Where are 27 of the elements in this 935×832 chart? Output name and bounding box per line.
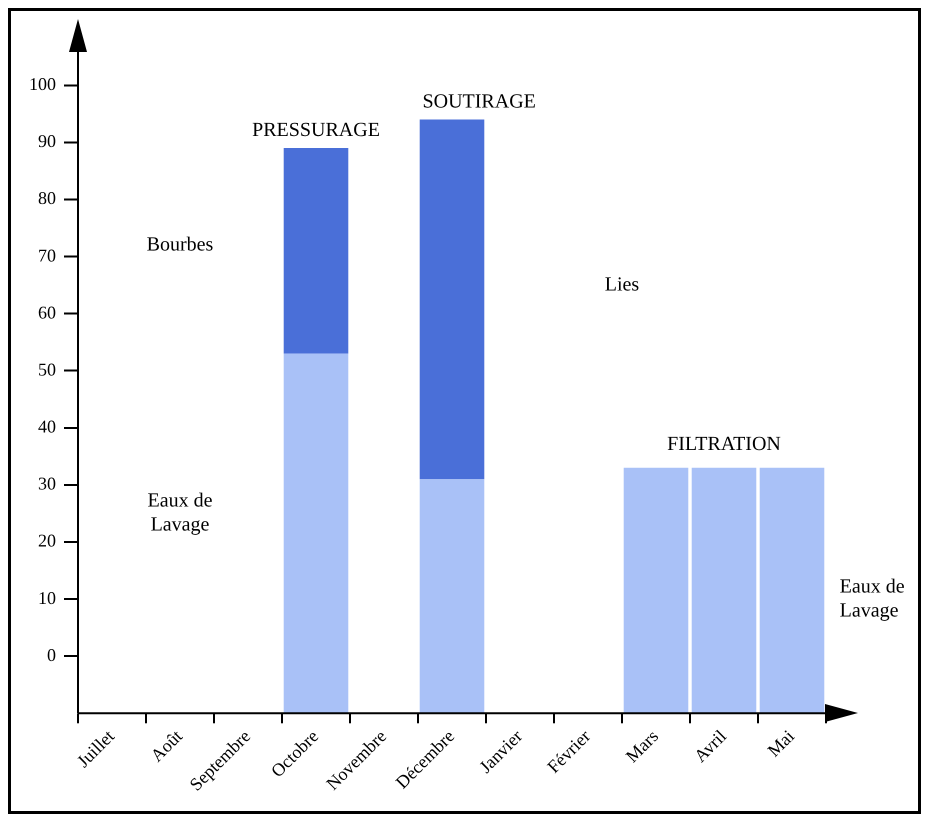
y-tick-label: 80 [38, 188, 56, 208]
bar [692, 468, 756, 714]
y-tick-label: 60 [38, 302, 56, 322]
bar [624, 468, 688, 714]
y-tick-label: 20 [38, 530, 56, 551]
annotation: Bourbes [146, 233, 214, 256]
text: Eaux de Lavage [840, 575, 905, 622]
x-tick-label: Mai [764, 726, 798, 761]
bar [284, 148, 348, 354]
y-tick-label: 50 [38, 359, 56, 380]
y-tick-label: 70 [38, 245, 56, 266]
y-tick-label: 10 [38, 588, 56, 608]
y-tick-label: 0 [47, 644, 56, 665]
bar [420, 479, 484, 714]
y-tick-label: 40 [38, 416, 56, 437]
x-tick-label: Mars [622, 726, 662, 766]
annotation: PRESSURAGE [252, 119, 380, 142]
annotation: SOUTIRAGE [422, 90, 536, 113]
bar [420, 120, 484, 480]
y-tick-label: 90 [38, 131, 56, 152]
bar [760, 468, 824, 714]
annotation: FILTRATION [667, 433, 781, 456]
y-tick-label: 30 [38, 474, 56, 494]
annotation: Eaux de Lavage [148, 490, 213, 536]
bar [284, 354, 348, 714]
annotation: Lies [604, 273, 640, 296]
y-tick-label: 100 [29, 74, 56, 94]
